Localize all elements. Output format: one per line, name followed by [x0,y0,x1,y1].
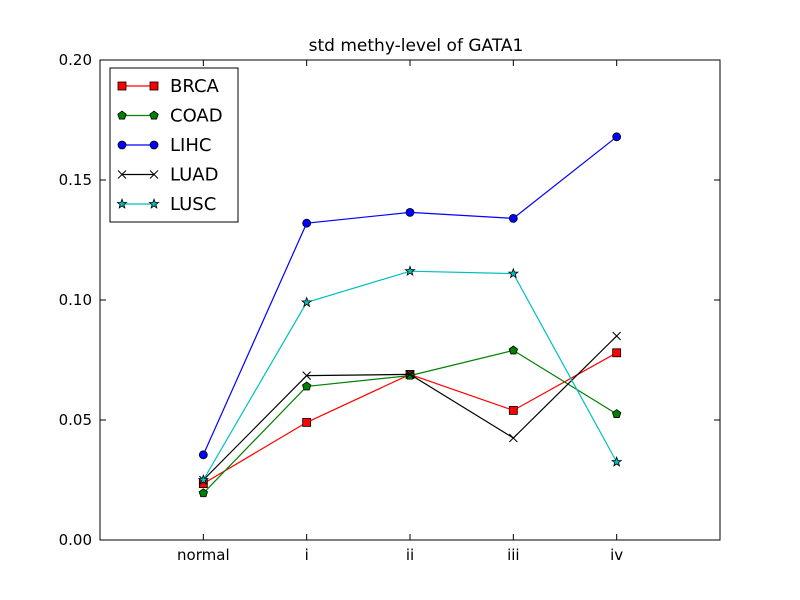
data-point-coad [612,409,622,418]
legend-label: COAD [170,106,223,127]
x-marker-stroke [508,433,518,443]
legend: BRCA COAD LIHC LUAD LUSC [109,67,239,223]
data-point-lihc [508,213,518,223]
y-tick-label: 0.05 [59,411,92,429]
legend-item-brca: BRCA [117,76,220,97]
data-point-luad [508,433,518,443]
legend-marker [117,110,127,120]
y-tick-label: 0.00 [59,531,92,549]
data-point-lusc [301,296,313,308]
data-point-lusc [611,456,623,467]
legend-item-lusc: LUSC [116,194,216,215]
data-point-luad [405,370,415,379]
series-luad [198,331,622,485]
x-marker-stroke [149,170,159,179]
x-marker-stroke [302,371,312,380]
x-tick-label: ii [406,546,414,564]
data-point-coad [508,345,518,355]
legend-item-luad: LUAD [117,165,218,186]
data-point-luad [302,371,312,380]
data-point-coad [198,488,208,498]
x-tick-label: iii [507,546,520,564]
legend-marker [116,198,128,209]
data-point-brca [302,417,312,427]
y-tick-label: 0.15 [59,171,92,189]
x-marker-stroke [405,370,415,379]
legend-item-lihc: LIHC [117,135,211,156]
data-point-brca [612,348,622,358]
data-point-lusc [404,265,416,277]
legend-label: LIHC [170,135,211,156]
data-point-lihc [405,207,415,217]
data-point-luad [612,331,622,341]
series-lihc [198,132,622,460]
x-tick-label: normal [177,546,230,564]
y-tick-label: 0.20 [59,51,92,69]
x-marker-stroke [612,331,622,341]
legend-marker [149,170,159,179]
data-point-lihc [302,218,312,228]
legend-label: LUSC [170,194,216,215]
series-lusc [197,265,623,485]
data-point-brca [508,405,518,415]
legend-marker [149,140,159,150]
data-point-lusc [197,474,209,485]
legend-marker [117,170,127,179]
legend-marker [117,81,127,91]
legend-marker [149,81,159,91]
x-tick-label: i [305,546,309,564]
data-point-lihc [612,132,622,142]
data-point-lihc [198,450,208,460]
legend-marker [148,198,160,209]
y-tick-label: 0.10 [59,291,92,309]
legend-marker [117,140,127,150]
legend-label: BRCA [170,76,220,97]
data-point-lusc [507,267,519,279]
legend-label: LUAD [170,165,218,186]
legend-marker [149,110,159,120]
x-marker-stroke [117,170,127,179]
x-tick-label: iv [610,546,623,564]
chart-title: std methy-level of GATA1 [309,36,524,56]
data-point-coad [302,381,312,391]
legend-item-coad: COAD [117,106,223,127]
